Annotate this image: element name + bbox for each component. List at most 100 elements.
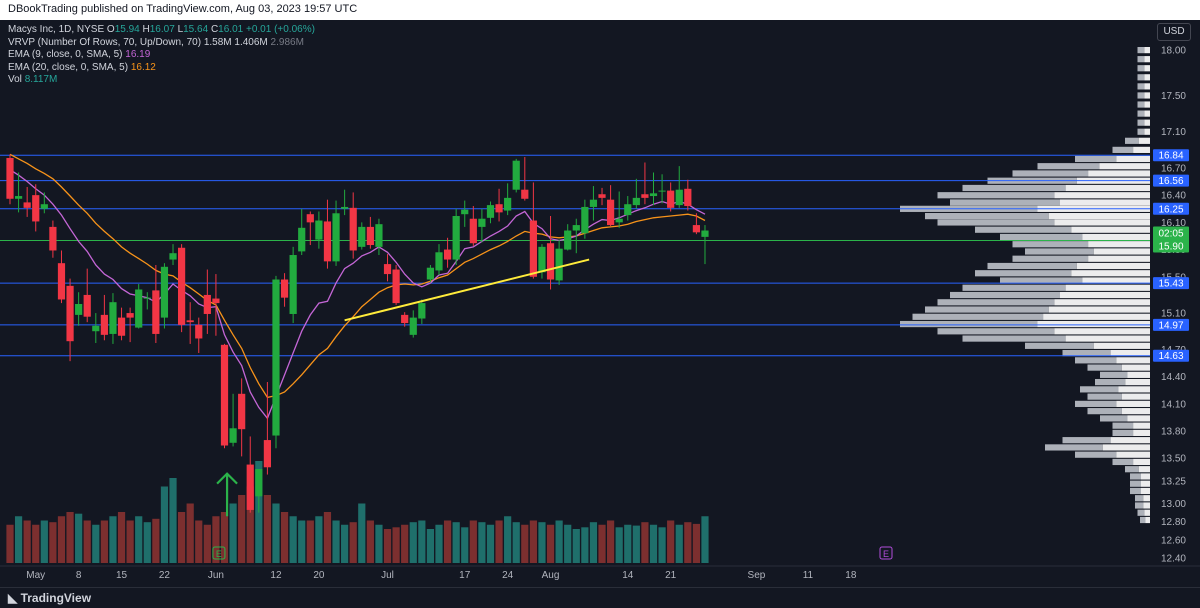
volume-bar <box>306 520 314 563</box>
legend-vrvp-line[interactable]: VRVP (Number Of Rows, 70, Up/Down, 70) 1… <box>8 36 304 48</box>
earnings-marker-icon[interactable] <box>879 546 893 560</box>
candle-body <box>75 304 83 315</box>
volume-profile-bar-up <box>1137 119 1145 126</box>
volume-profile-bar-up <box>962 335 1066 342</box>
candle-body <box>632 197 640 206</box>
volume-bar <box>178 512 186 563</box>
volume-profile-bar-up <box>1095 379 1126 386</box>
volume-profile-bar-up <box>1087 393 1122 400</box>
open-value: 15.94 <box>114 24 140 35</box>
volume-profile-bar-up <box>912 313 1044 320</box>
volume-profile-bar-up <box>1137 509 1145 516</box>
volume-profile-bar-down <box>1065 335 1150 342</box>
ema9-line <box>9 169 706 420</box>
volume-profile-bar-up <box>1135 495 1144 502</box>
volume-profile-bar-down <box>1048 213 1150 220</box>
volume-profile-bar-down <box>1088 241 1150 248</box>
price-axis[interactable] <box>1150 40 1200 567</box>
volume-bar <box>263 495 271 563</box>
level-price-tag <box>1153 318 1189 331</box>
legend-volume-line[interactable]: Vol 8.117M <box>8 74 58 85</box>
y-tick-label: 17.10 <box>1161 127 1186 138</box>
volume-profile-bar-up <box>937 328 1055 335</box>
volume-profile-bar-up <box>1062 349 1111 357</box>
volume-profile-bar-down <box>1093 342 1150 349</box>
candle-body <box>229 428 237 443</box>
legend-ema20-line[interactable]: EMA (20, close, 0, SMA, 5) 16.12 <box>8 61 156 73</box>
candle-body <box>409 317 417 335</box>
symbol-name[interactable]: Macys Inc, 1D, NYSE <box>8 24 105 35</box>
volume-profile-bar-up <box>1025 342 1094 349</box>
volume-profile-bar-down <box>1060 291 1150 299</box>
up-arrow-annotation[interactable] <box>216 472 238 517</box>
candle-body <box>92 325 100 332</box>
candle-body <box>126 313 134 318</box>
volume-bar <box>675 524 683 563</box>
volume-profile-bar-down <box>1099 163 1150 170</box>
volume-profile-bar-down <box>1121 408 1150 415</box>
volume-profile-bar-down <box>1071 270 1150 277</box>
volume-profile-bar-up <box>1137 110 1145 117</box>
volume-bar <box>469 520 477 563</box>
currency-button[interactable]: USD <box>1157 23 1191 41</box>
volume-bar <box>366 520 374 563</box>
volume-profile-bar-down <box>1144 110 1150 117</box>
volume-profile-bar-up <box>1000 277 1083 284</box>
volume-bar <box>615 527 623 563</box>
volume-profile-bar-up <box>1112 458 1134 466</box>
volume-bar <box>238 495 246 563</box>
ema20-line <box>9 153 706 399</box>
candle-body <box>14 196 23 199</box>
volume-bar <box>392 527 400 563</box>
candle-body <box>564 230 572 250</box>
volume-profile-bar-up <box>975 226 1072 233</box>
volume-profile-bar-down <box>1125 379 1150 386</box>
legend-symbol-line: Macys Inc, 1D, NYSE O15.94 H16.07 L15.64… <box>8 24 315 35</box>
volume-bar <box>624 524 632 563</box>
candle-body <box>512 160 520 190</box>
change-value: +0.01 (+0.06%) <box>245 24 315 35</box>
x-tick-label: 15 <box>116 570 128 581</box>
candle-body <box>341 206 349 209</box>
volume-profile-bar-up <box>1012 241 1089 248</box>
volume-bar <box>504 516 512 563</box>
volume-profile-bar-down <box>1043 313 1150 320</box>
earnings-marker-icon[interactable] <box>212 546 226 560</box>
volume-bar <box>375 524 383 563</box>
volume-profile-bar-up <box>975 270 1072 277</box>
volume-bar <box>229 503 237 563</box>
low-value: 15.64 <box>183 24 209 35</box>
volume-profile-bar-up <box>950 291 1060 299</box>
level-price-tag <box>1153 149 1189 162</box>
volume-profile-bar-down <box>1065 184 1150 192</box>
candle-body <box>306 214 314 223</box>
volume-bar <box>555 520 563 563</box>
volume-bar <box>452 522 460 563</box>
volume-profile-bar-down <box>1088 170 1150 177</box>
volume-profile-bar-down <box>1144 92 1150 99</box>
volume-bar <box>40 520 48 563</box>
support-trendline[interactable] <box>344 258 590 322</box>
volume-profile-bar-up <box>950 199 1060 206</box>
volume-bar <box>632 525 640 563</box>
volume-profile-bar-up <box>1135 502 1144 509</box>
candle-body <box>255 469 263 497</box>
candle-body <box>272 279 280 436</box>
volume-bar <box>495 520 503 563</box>
candle-body <box>401 314 409 324</box>
volume-profile-bar-down <box>1110 349 1150 357</box>
volume-bar <box>589 522 598 563</box>
x-tick-label: 8 <box>76 570 82 581</box>
volume-profile-bar-down <box>1082 233 1150 241</box>
candle-body <box>495 204 503 213</box>
legend-ema9-line[interactable]: EMA (9, close, 0, SMA, 5) 16.19 <box>8 49 151 60</box>
y-tick-label: 12.60 <box>1161 535 1186 546</box>
volume-bar <box>332 520 340 563</box>
volume-profile-bar-up <box>937 192 1055 199</box>
volume-profile-bar-down <box>1121 364 1150 371</box>
volume-bar <box>272 503 280 563</box>
x-tick-label: Sep <box>748 570 766 581</box>
volume-bar <box>66 512 74 563</box>
volume-bar <box>512 522 520 563</box>
